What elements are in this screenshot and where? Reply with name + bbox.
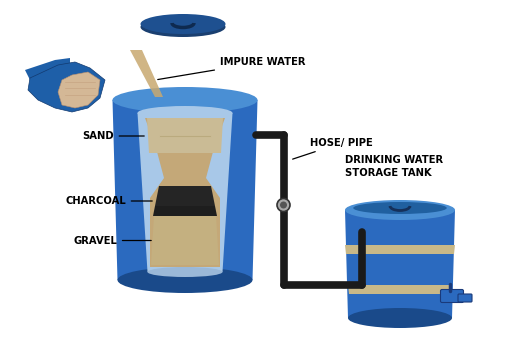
Ellipse shape [277, 198, 290, 212]
FancyBboxPatch shape [440, 290, 463, 302]
FancyBboxPatch shape [458, 294, 472, 302]
Text: GRAVEL: GRAVEL [73, 236, 151, 246]
Polygon shape [147, 118, 223, 153]
Ellipse shape [117, 267, 252, 293]
Polygon shape [28, 62, 105, 112]
Polygon shape [113, 100, 258, 280]
Text: DRINKING WATER
STORAGE TANK: DRINKING WATER STORAGE TANK [345, 155, 443, 178]
Ellipse shape [140, 14, 225, 34]
Polygon shape [145, 118, 225, 267]
Ellipse shape [345, 200, 455, 220]
Text: HOSE/ PIPE: HOSE/ PIPE [293, 138, 373, 159]
Ellipse shape [138, 106, 232, 120]
Polygon shape [345, 210, 455, 318]
Ellipse shape [140, 17, 225, 37]
Polygon shape [130, 50, 163, 97]
Polygon shape [345, 245, 455, 254]
Text: SAND: SAND [82, 131, 144, 141]
Text: IMPURE WATER: IMPURE WATER [158, 57, 306, 79]
Polygon shape [155, 186, 215, 206]
Polygon shape [138, 113, 232, 272]
Polygon shape [58, 72, 100, 108]
Polygon shape [151, 216, 219, 265]
Ellipse shape [147, 267, 223, 277]
Text: CHARCOAL: CHARCOAL [65, 196, 152, 206]
Ellipse shape [113, 87, 258, 113]
Ellipse shape [353, 202, 447, 214]
Ellipse shape [280, 202, 287, 208]
Polygon shape [25, 58, 70, 80]
Polygon shape [348, 285, 452, 294]
Polygon shape [153, 206, 217, 216]
Ellipse shape [348, 308, 452, 328]
